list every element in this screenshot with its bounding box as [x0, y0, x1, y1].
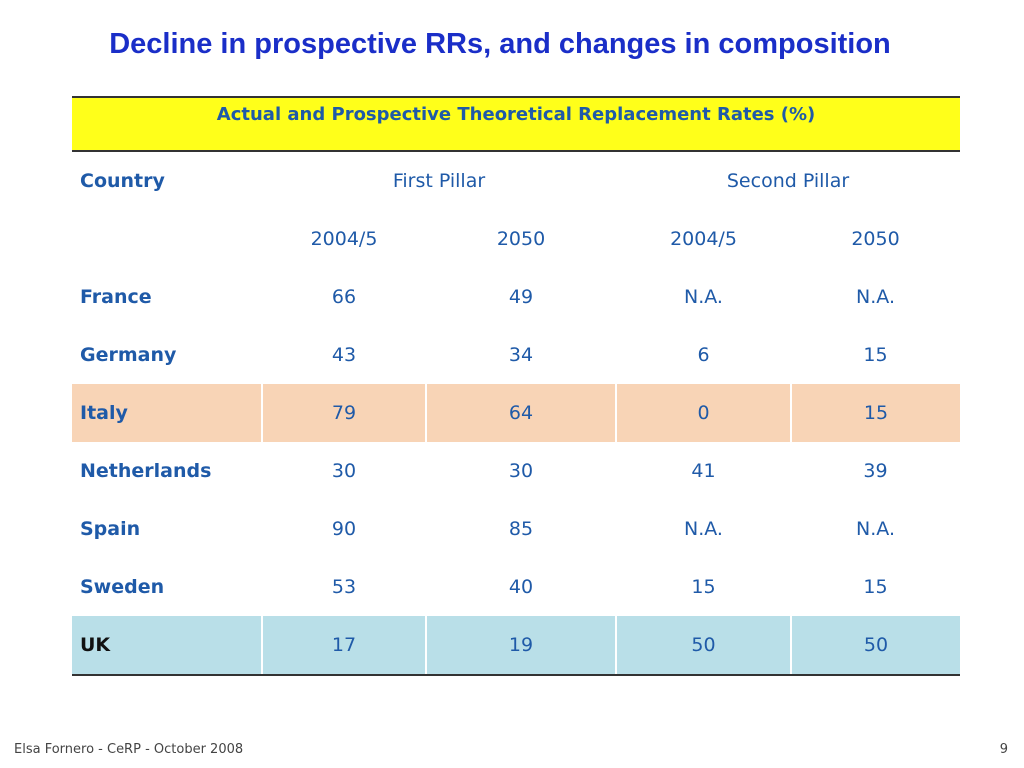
value-cell: 66 — [331, 286, 357, 308]
value-cell: 15 — [863, 576, 888, 598]
replacement-rates-table: Actual and Prospective Theoretical Repla… — [72, 96, 961, 676]
slide-title: Decline in prospective RRs, and changes … — [109, 28, 891, 60]
table-row: Germany 43 34 6 15 — [72, 326, 960, 384]
value-cell: 64 — [425, 384, 616, 442]
country-cell: Italy — [72, 384, 262, 442]
value-cell: N.A. — [684, 286, 723, 308]
value-cell: N.A. — [856, 286, 895, 308]
value-cell: 15 — [863, 344, 888, 366]
subheader-cell: 2004/5 — [310, 228, 378, 250]
header-blank — [72, 210, 262, 268]
value-cell: 50 — [615, 616, 791, 676]
value-cell: 6 — [697, 344, 710, 366]
subheader-cell: 2050 — [851, 228, 900, 250]
country-cell: Sweden — [80, 576, 165, 598]
value-cell: 43 — [331, 344, 357, 366]
page-number: 9 — [999, 742, 1008, 757]
value-cell: 79 — [261, 384, 426, 442]
header-first-pillar: First Pillar — [392, 170, 486, 192]
value-cell: 85 — [508, 518, 534, 540]
value-cell: 15 — [691, 576, 716, 598]
value-cell: 39 — [863, 460, 888, 482]
table-caption-row: Actual and Prospective Theoretical Repla… — [72, 96, 961, 152]
header-second-pillar: Second Pillar — [726, 170, 850, 192]
table-row: Sweden 53 40 15 15 — [72, 558, 960, 616]
value-cell: 0 — [615, 384, 791, 442]
value-cell: 90 — [331, 518, 357, 540]
table-row: Spain 90 85 N.A. N.A. — [72, 500, 960, 558]
table-row: Netherlands 30 30 41 39 — [72, 442, 960, 500]
table-caption: Actual and Prospective Theoretical Repla… — [72, 96, 961, 152]
value-cell: 19 — [425, 616, 616, 676]
value-cell: 30 — [331, 460, 357, 482]
header-country: Country — [80, 170, 165, 192]
value-cell: N.A. — [684, 518, 723, 540]
country-cell: Netherlands — [80, 460, 212, 482]
value-cell: 15 — [789, 384, 961, 442]
value-cell: 30 — [508, 460, 534, 482]
value-cell: 40 — [508, 576, 534, 598]
value-cell: 50 — [789, 616, 961, 676]
year-header-row: 2004/5 2050 2004/5 2050 — [72, 210, 960, 268]
table-row: France 66 49 N.A. N.A. — [72, 268, 960, 326]
country-cell: UK — [72, 616, 262, 676]
value-cell: 17 — [261, 616, 426, 676]
value-cell: 49 — [508, 286, 534, 308]
table-row-highlighted: UK 17 19 50 50 — [72, 616, 961, 676]
value-cell: 53 — [331, 576, 357, 598]
country-cell: France — [80, 286, 152, 308]
subheader-cell: 2004/5 — [670, 228, 737, 250]
subheader-cell: 2050 — [496, 228, 546, 250]
pillar-header-row: Country First Pillar Second Pillar — [72, 151, 960, 210]
value-cell: 41 — [691, 460, 716, 482]
footer-author: Elsa Fornero - CeRP - October 2008 — [14, 742, 244, 757]
value-cell: 34 — [508, 344, 534, 366]
table-row-highlighted: Italy 79 64 0 15 — [72, 384, 961, 442]
country-cell: Germany — [80, 344, 177, 366]
value-cell: N.A. — [856, 518, 895, 540]
country-cell: Spain — [80, 518, 141, 540]
